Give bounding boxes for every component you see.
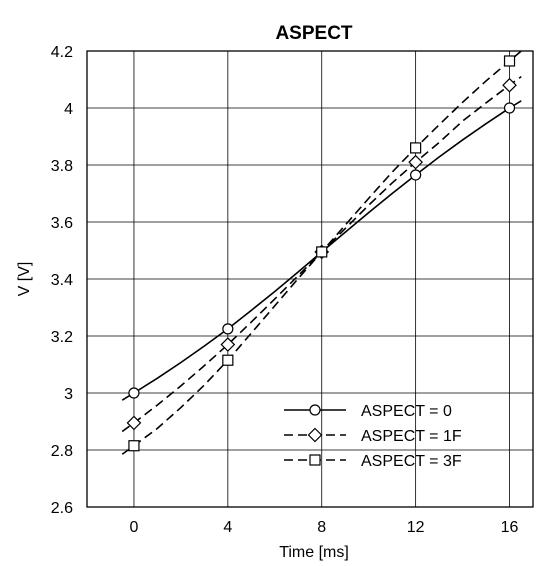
series-square — [121, 50, 522, 455]
y-axis-label: V [V] — [16, 262, 33, 297]
y-tick-label: 3 — [64, 386, 73, 403]
data-point-square — [128, 440, 140, 452]
data-point-diamond — [220, 337, 236, 352]
y-tick-label: 3.8 — [51, 158, 73, 175]
legend-marker-circle — [309, 404, 321, 416]
legend-label: ASPECT = 3F — [361, 453, 462, 470]
y-tick-label: 4.2 — [51, 44, 73, 61]
x-tick-label: 16 — [501, 519, 519, 536]
data-point-diamond — [126, 415, 142, 431]
legend-marker-square — [309, 454, 321, 466]
y-tick-label: 3.2 — [51, 329, 73, 346]
data-point-circle — [503, 102, 516, 114]
legend-label: ASPECT = 0 — [361, 403, 452, 420]
x-axis-label: Time [ms] — [279, 544, 349, 561]
legend-marker-diamond — [307, 427, 323, 443]
data-point-diamond — [502, 77, 517, 93]
data-point-circle — [410, 169, 422, 181]
series-layer — [121, 50, 522, 455]
data-point-square — [316, 246, 328, 258]
data-point-diamond — [408, 154, 423, 170]
tick-labels: 0 4 8 12 16 2.6 2.8 3 3.2 3.4 3.6 3.8 4 4.2 — [51, 44, 519, 536]
data-point-square — [503, 55, 516, 67]
data-point-square — [222, 354, 234, 366]
legend-label: ASPECT = 1F — [361, 428, 462, 445]
legend-entry: ASPECT = 0 — [284, 403, 452, 420]
grid-lines — [87, 50, 533, 508]
chart-title: ASPECT — [275, 23, 352, 44]
y-tick-label: 2.8 — [51, 443, 73, 460]
legend-entry: ASPECT = 1F — [284, 427, 462, 445]
legend-entry: ASPECT = 3F — [284, 453, 462, 470]
y-tick-label: 3.4 — [51, 272, 73, 289]
x-tick-label: 12 — [407, 519, 425, 536]
x-tick-label: 4 — [223, 519, 232, 536]
data-point-circle — [222, 323, 234, 335]
legend: ASPECT = 0 ASPECT = 1F ASPECT = 3F — [284, 403, 462, 470]
y-tick-label: 4 — [64, 101, 73, 118]
y-tick-label: 3.6 — [51, 215, 73, 232]
plot-frame — [86, 50, 534, 508]
x-tick-label: 8 — [317, 519, 326, 536]
x-tick-label: 0 — [129, 519, 138, 536]
data-point-square — [410, 142, 422, 154]
y-tick-label: 2.6 — [51, 500, 73, 517]
data-point-circle — [128, 387, 140, 399]
